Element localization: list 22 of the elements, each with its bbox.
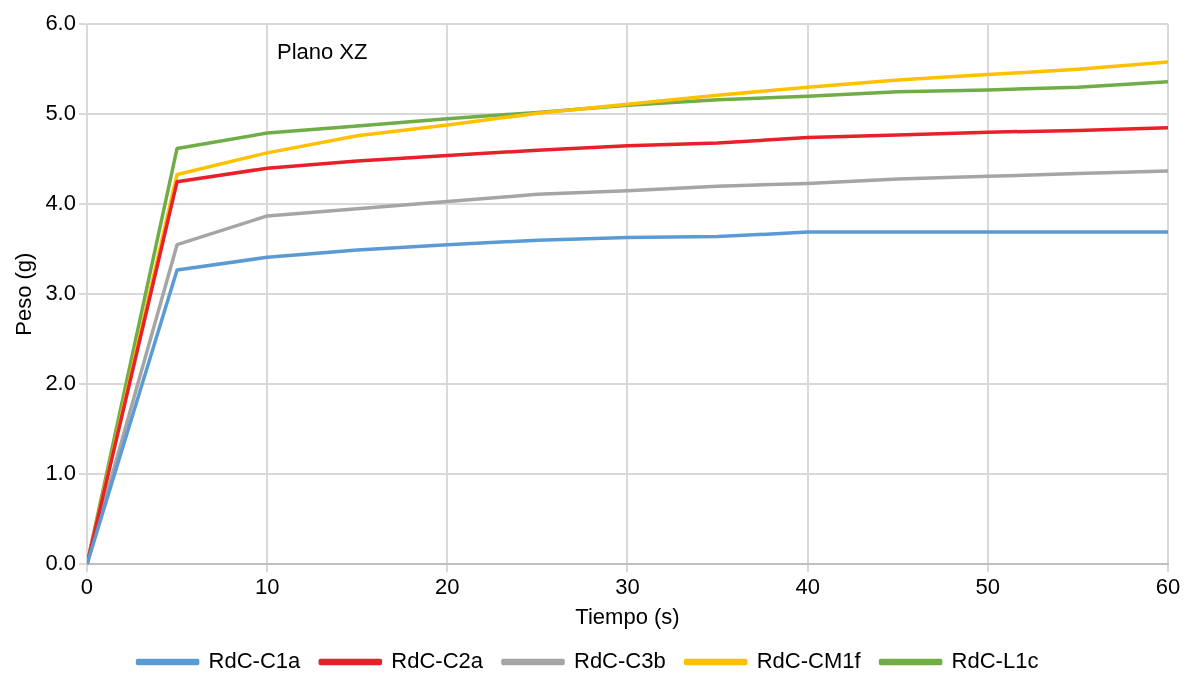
legend-label: RdC-C3b (573, 648, 666, 674)
y-tick-label: 6.0 (45, 10, 76, 36)
y-tick-label: 4.0 (45, 190, 76, 216)
annotation: Plano XZ (276, 39, 368, 65)
y-tick-label: 2.0 (45, 370, 76, 396)
y-tick-label: 5.0 (45, 100, 76, 126)
legend-label: RdC-C1a (208, 648, 302, 674)
y-tick-label: 1.0 (45, 460, 76, 486)
x-tick-label: 30 (615, 574, 640, 600)
x-tick-label: 20 (435, 574, 460, 600)
x-axis-title: Tiempo (s) (575, 603, 680, 629)
legend-label: RdC-L1c (951, 648, 1039, 674)
x-tick-label: 10 (254, 574, 280, 600)
legend-label: RdC-C2a (391, 648, 484, 674)
y-axis-title: Peso (g) (11, 252, 37, 336)
x-tick-label: 50 (975, 574, 1001, 600)
y-tick-label: 0.0 (45, 550, 76, 576)
x-tick-label: 40 (795, 574, 820, 600)
y-tick-label: 3.0 (45, 280, 76, 306)
x-tick-label: 0 (80, 574, 94, 600)
x-tick-label: 60 (1155, 574, 1181, 600)
legend-label: RdC-CM1f (756, 648, 862, 674)
